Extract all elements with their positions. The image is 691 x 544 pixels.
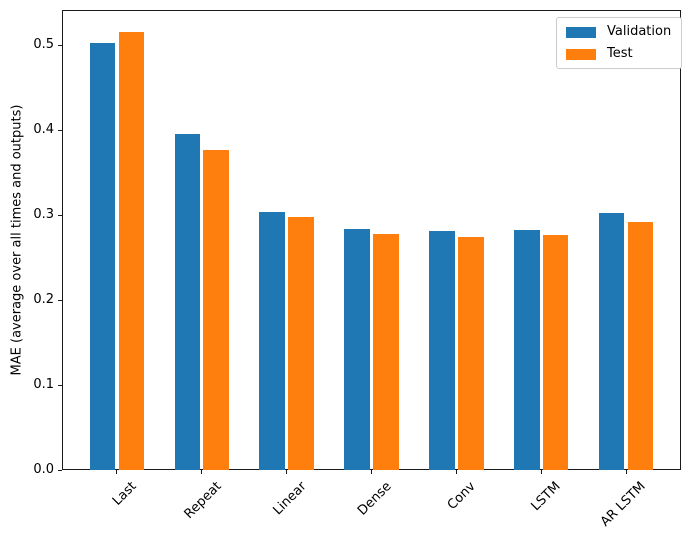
y-axis-label: MAE (average over all times and outputs) xyxy=(9,104,25,376)
x-tick-mark xyxy=(625,470,627,474)
y-tick-label: 0.0 xyxy=(33,462,54,477)
bar-test-dense xyxy=(373,233,399,470)
legend-entry-validation: Validation xyxy=(566,25,671,39)
bar-validation-linear xyxy=(259,212,285,470)
y-tick-mark xyxy=(58,129,62,131)
y-tick-label: 0.4 xyxy=(33,122,54,137)
x-tick-label-ar-lstm: AR LSTM xyxy=(597,479,649,530)
x-tick-label-dense: Dense xyxy=(354,479,395,519)
bar-validation-lstm xyxy=(514,230,540,470)
x-tick-mark xyxy=(455,470,457,474)
x-tick-mark xyxy=(371,470,372,474)
bar-test-ar-lstm xyxy=(627,221,654,470)
bar-validation-last xyxy=(89,43,116,470)
x-tick-label-last: Last xyxy=(109,479,140,509)
legend-swatch-validation xyxy=(566,26,596,38)
y-tick-mark xyxy=(58,384,62,386)
bar-test-conv xyxy=(458,237,484,470)
y-tick-mark xyxy=(58,214,62,216)
x-tick-label-linear: Linear xyxy=(270,479,310,519)
y-tick-label: 0.3 xyxy=(33,207,54,222)
bar-validation-conv xyxy=(429,231,455,470)
x-tick-mark xyxy=(540,470,542,474)
legend-entry-test: Test xyxy=(566,47,671,61)
bar-validation-ar-lstm xyxy=(598,213,625,470)
x-tick-mark xyxy=(286,470,288,474)
y-tick-label: 0.1 xyxy=(33,377,54,392)
bar-test-last xyxy=(118,32,145,470)
y-tick-mark xyxy=(58,299,62,301)
x-tick-label-lstm: LSTM xyxy=(528,479,564,515)
x-tick-label-conv: Conv xyxy=(445,479,479,513)
y-tick-mark xyxy=(58,44,62,46)
legend: Validation Test xyxy=(556,17,683,69)
y-tick-label: 0.2 xyxy=(33,292,54,307)
y-tick-label: 0.5 xyxy=(33,37,54,53)
legend-swatch-test xyxy=(566,48,596,60)
x-tick-label-repeat: Repeat xyxy=(181,479,225,522)
bar-test-lstm xyxy=(542,234,569,470)
bar-validation-dense xyxy=(344,229,370,470)
bar-validation-repeat xyxy=(174,134,201,470)
bar-test-repeat xyxy=(203,149,229,470)
x-tick-mark xyxy=(201,470,203,474)
y-tick-mark xyxy=(58,469,62,471)
x-tick-mark xyxy=(116,470,118,474)
plot-area xyxy=(62,10,681,470)
legend-label-test: Test xyxy=(607,46,633,61)
legend-label-validation: Validation xyxy=(607,24,672,39)
bar-test-linear xyxy=(288,216,314,470)
